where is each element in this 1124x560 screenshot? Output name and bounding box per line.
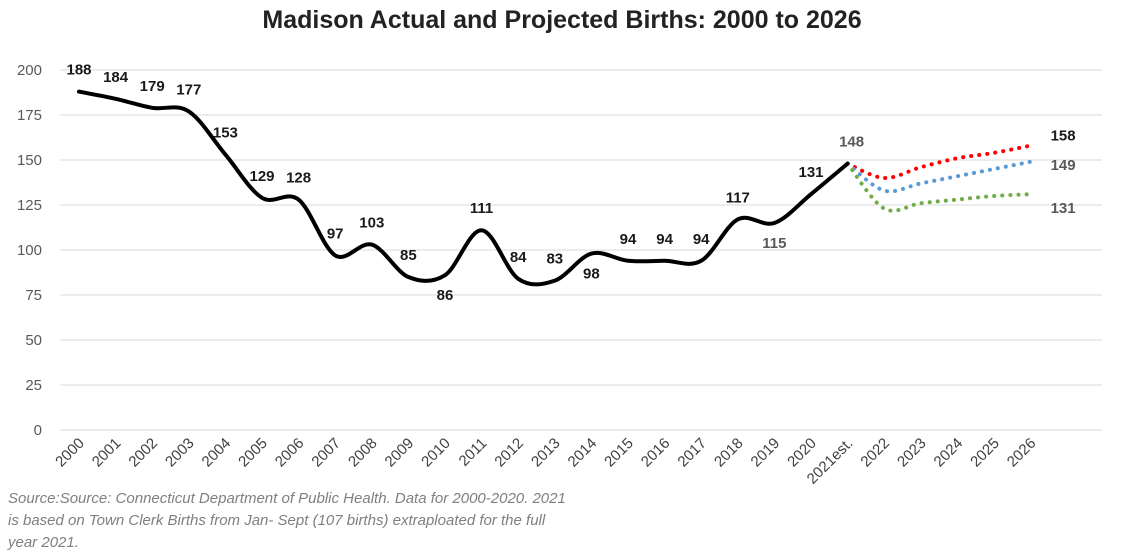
data-label: 103 <box>359 215 384 232</box>
y-axis-ticks: 0 25 50 75 100 125 150 175 200 <box>17 62 42 439</box>
source-note: Source:Source: Connecticut Department of… <box>8 490 566 551</box>
gridlines <box>60 69 1102 431</box>
data-label: 158 <box>1051 128 1076 145</box>
data-label: 94 <box>620 231 637 248</box>
x-tick-label: 2011 <box>456 435 491 470</box>
y-tick-label: 50 <box>25 332 42 349</box>
x-tick-label: 2019 <box>748 435 784 471</box>
y-tick-label: 150 <box>17 152 42 169</box>
data-label: 131 <box>1051 200 1076 217</box>
x-tick-label: 2026 <box>1004 435 1040 471</box>
x-tick-label: 2025 <box>967 435 1003 471</box>
data-label: 86 <box>437 287 454 304</box>
y-tick-label: 175 <box>17 107 42 124</box>
y-tick-label: 200 <box>17 62 42 79</box>
y-tick-label: 25 <box>25 377 42 394</box>
x-tick-label: 2022 <box>857 435 893 471</box>
x-tick-label: 2009 <box>382 435 418 471</box>
data-label: 129 <box>249 168 274 185</box>
data-label: 117 <box>726 189 750 206</box>
x-tick-label: 2010 <box>418 435 454 471</box>
x-tick-label: 2006 <box>272 435 308 471</box>
data-label: 188 <box>66 62 91 79</box>
x-axis-ticks: 2000 2001 2002 2003 2004 2005 2006 2007 2008 2009… <box>52 435 1039 488</box>
projection-line-2 <box>845 159 1033 194</box>
series-lines <box>77 89 1033 287</box>
x-tick-label: 2017 <box>674 435 710 471</box>
x-tick-label: 2008 <box>345 435 381 471</box>
y-tick-label: 125 <box>17 197 42 214</box>
data-label: 148 <box>839 134 864 151</box>
data-label: 83 <box>546 251 563 268</box>
actual-births-line <box>77 89 850 287</box>
data-label: 94 <box>656 231 673 248</box>
x-tick-label: 2004 <box>199 435 235 471</box>
data-label: 131 <box>798 164 823 181</box>
data-label: 179 <box>140 78 165 95</box>
x-tick-label: 2003 <box>162 435 198 471</box>
data-label: 128 <box>286 170 311 187</box>
x-tick-label: 2005 <box>235 435 271 471</box>
x-tick-label: 2024 <box>931 435 967 471</box>
projection-line-3 <box>845 161 1033 213</box>
data-label: 98 <box>583 266 600 283</box>
projection-line-1 <box>845 143 1033 181</box>
x-tick-label: 2013 <box>528 435 564 471</box>
data-label: 97 <box>327 225 344 242</box>
x-tick-label: 2016 <box>638 435 674 471</box>
data-label: 111 <box>470 200 493 217</box>
x-tick-label: 2018 <box>711 435 747 471</box>
x-tick-label: 2014 <box>565 435 601 471</box>
data-label: 177 <box>176 81 201 98</box>
x-tick-label: 2002 <box>125 435 161 471</box>
data-label: 149 <box>1051 157 1076 174</box>
y-tick-label: 0 <box>34 422 42 439</box>
data-label: 84 <box>510 249 527 266</box>
x-tick-label: 2000 <box>52 435 88 471</box>
data-label: 184 <box>103 69 129 86</box>
chart-title: Madison Actual and Projected Births: 200… <box>262 6 862 34</box>
x-tick-label: 2023 <box>894 435 930 471</box>
y-tick-label: 75 <box>25 287 42 304</box>
data-label: 94 <box>693 231 710 248</box>
x-tick-label: 2012 <box>491 435 527 471</box>
x-tick-label: 2015 <box>601 435 637 471</box>
x-tick-label: 2001 <box>89 435 125 471</box>
data-label: 115 <box>762 235 786 252</box>
x-tick-label: 2007 <box>308 435 344 471</box>
data-labels: 188 184 179 177 153 129 128 97 103 85 86 111 84 83 98 9… <box>66 62 1075 305</box>
data-label: 85 <box>400 247 417 264</box>
y-tick-label: 100 <box>17 242 42 259</box>
data-label: 153 <box>213 125 238 142</box>
